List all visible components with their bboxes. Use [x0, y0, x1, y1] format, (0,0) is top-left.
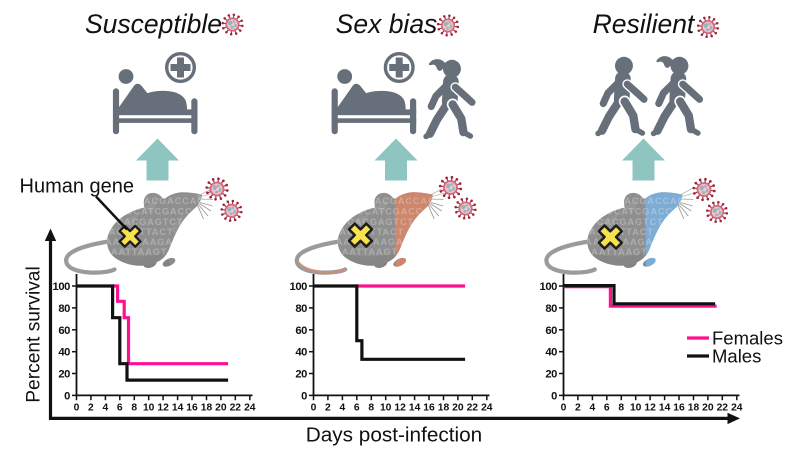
svg-text:4: 4 [103, 402, 109, 413]
svg-text:8: 8 [618, 402, 624, 413]
svg-text:Males: Males [712, 345, 761, 366]
svg-text:Days post-infection: Days post-infection [306, 424, 482, 447]
svg-text:Percent survival: Percent survival [24, 266, 45, 403]
svg-text:Susceptible: Susceptible [85, 9, 222, 39]
svg-text:6: 6 [117, 402, 123, 413]
svg-text:4: 4 [590, 402, 596, 413]
svg-text:2: 2 [88, 402, 94, 413]
svg-text:24: 24 [481, 402, 493, 413]
svg-text:100: 100 [53, 281, 71, 293]
svg-text:80: 80 [545, 303, 557, 315]
svg-text:4: 4 [340, 402, 346, 413]
svg-text:100: 100 [540, 281, 558, 293]
svg-text:16: 16 [673, 402, 685, 413]
svg-text:18: 18 [201, 402, 213, 413]
svg-text:0: 0 [561, 402, 567, 413]
svg-text:14: 14 [409, 402, 421, 413]
svg-text:80: 80 [58, 303, 70, 315]
svg-text:8: 8 [368, 402, 374, 413]
svg-text:22: 22 [230, 402, 242, 413]
svg-text:60: 60 [58, 325, 70, 337]
svg-text:Human gene: Human gene [20, 176, 135, 198]
svg-text:24: 24 [244, 402, 256, 413]
svg-text:40: 40 [545, 347, 557, 359]
svg-text:20: 20 [545, 369, 557, 381]
svg-text:10: 10 [143, 402, 155, 413]
svg-text:22: 22 [467, 402, 479, 413]
svg-text:12: 12 [644, 402, 656, 413]
svg-text:18: 18 [438, 402, 450, 413]
svg-text:24: 24 [731, 402, 743, 413]
svg-text:2: 2 [575, 402, 581, 413]
svg-text:16: 16 [186, 402, 198, 413]
svg-text:20: 20 [295, 369, 307, 381]
svg-text:60: 60 [295, 325, 307, 337]
svg-text:Sex bias: Sex bias [336, 9, 438, 39]
svg-text:Resilient: Resilient [593, 9, 696, 39]
svg-text:40: 40 [58, 347, 70, 359]
svg-text:6: 6 [354, 402, 360, 413]
svg-text:16: 16 [423, 402, 435, 413]
svg-text:22: 22 [717, 402, 729, 413]
svg-text:6: 6 [604, 402, 610, 413]
svg-text:40: 40 [295, 347, 307, 359]
svg-text:0: 0 [74, 402, 80, 413]
svg-text:20: 20 [452, 402, 464, 413]
svg-text:0: 0 [311, 402, 317, 413]
svg-text:20: 20 [58, 369, 70, 381]
svg-text:0: 0 [301, 390, 307, 402]
svg-text:18: 18 [688, 402, 700, 413]
svg-text:60: 60 [545, 325, 557, 337]
svg-text:10: 10 [630, 402, 642, 413]
svg-text:8: 8 [131, 402, 137, 413]
svg-text:20: 20 [215, 402, 227, 413]
svg-text:10: 10 [380, 402, 392, 413]
svg-text:12: 12 [394, 402, 406, 413]
svg-text:100: 100 [290, 281, 308, 293]
svg-text:0: 0 [551, 390, 557, 402]
svg-text:80: 80 [295, 303, 307, 315]
svg-text:14: 14 [172, 402, 184, 413]
svg-text:20: 20 [702, 402, 714, 413]
svg-text:2: 2 [325, 402, 331, 413]
svg-text:14: 14 [659, 402, 671, 413]
svg-text:12: 12 [157, 402, 169, 413]
svg-text:0: 0 [64, 390, 70, 402]
svg-text:Females: Females [712, 327, 783, 348]
